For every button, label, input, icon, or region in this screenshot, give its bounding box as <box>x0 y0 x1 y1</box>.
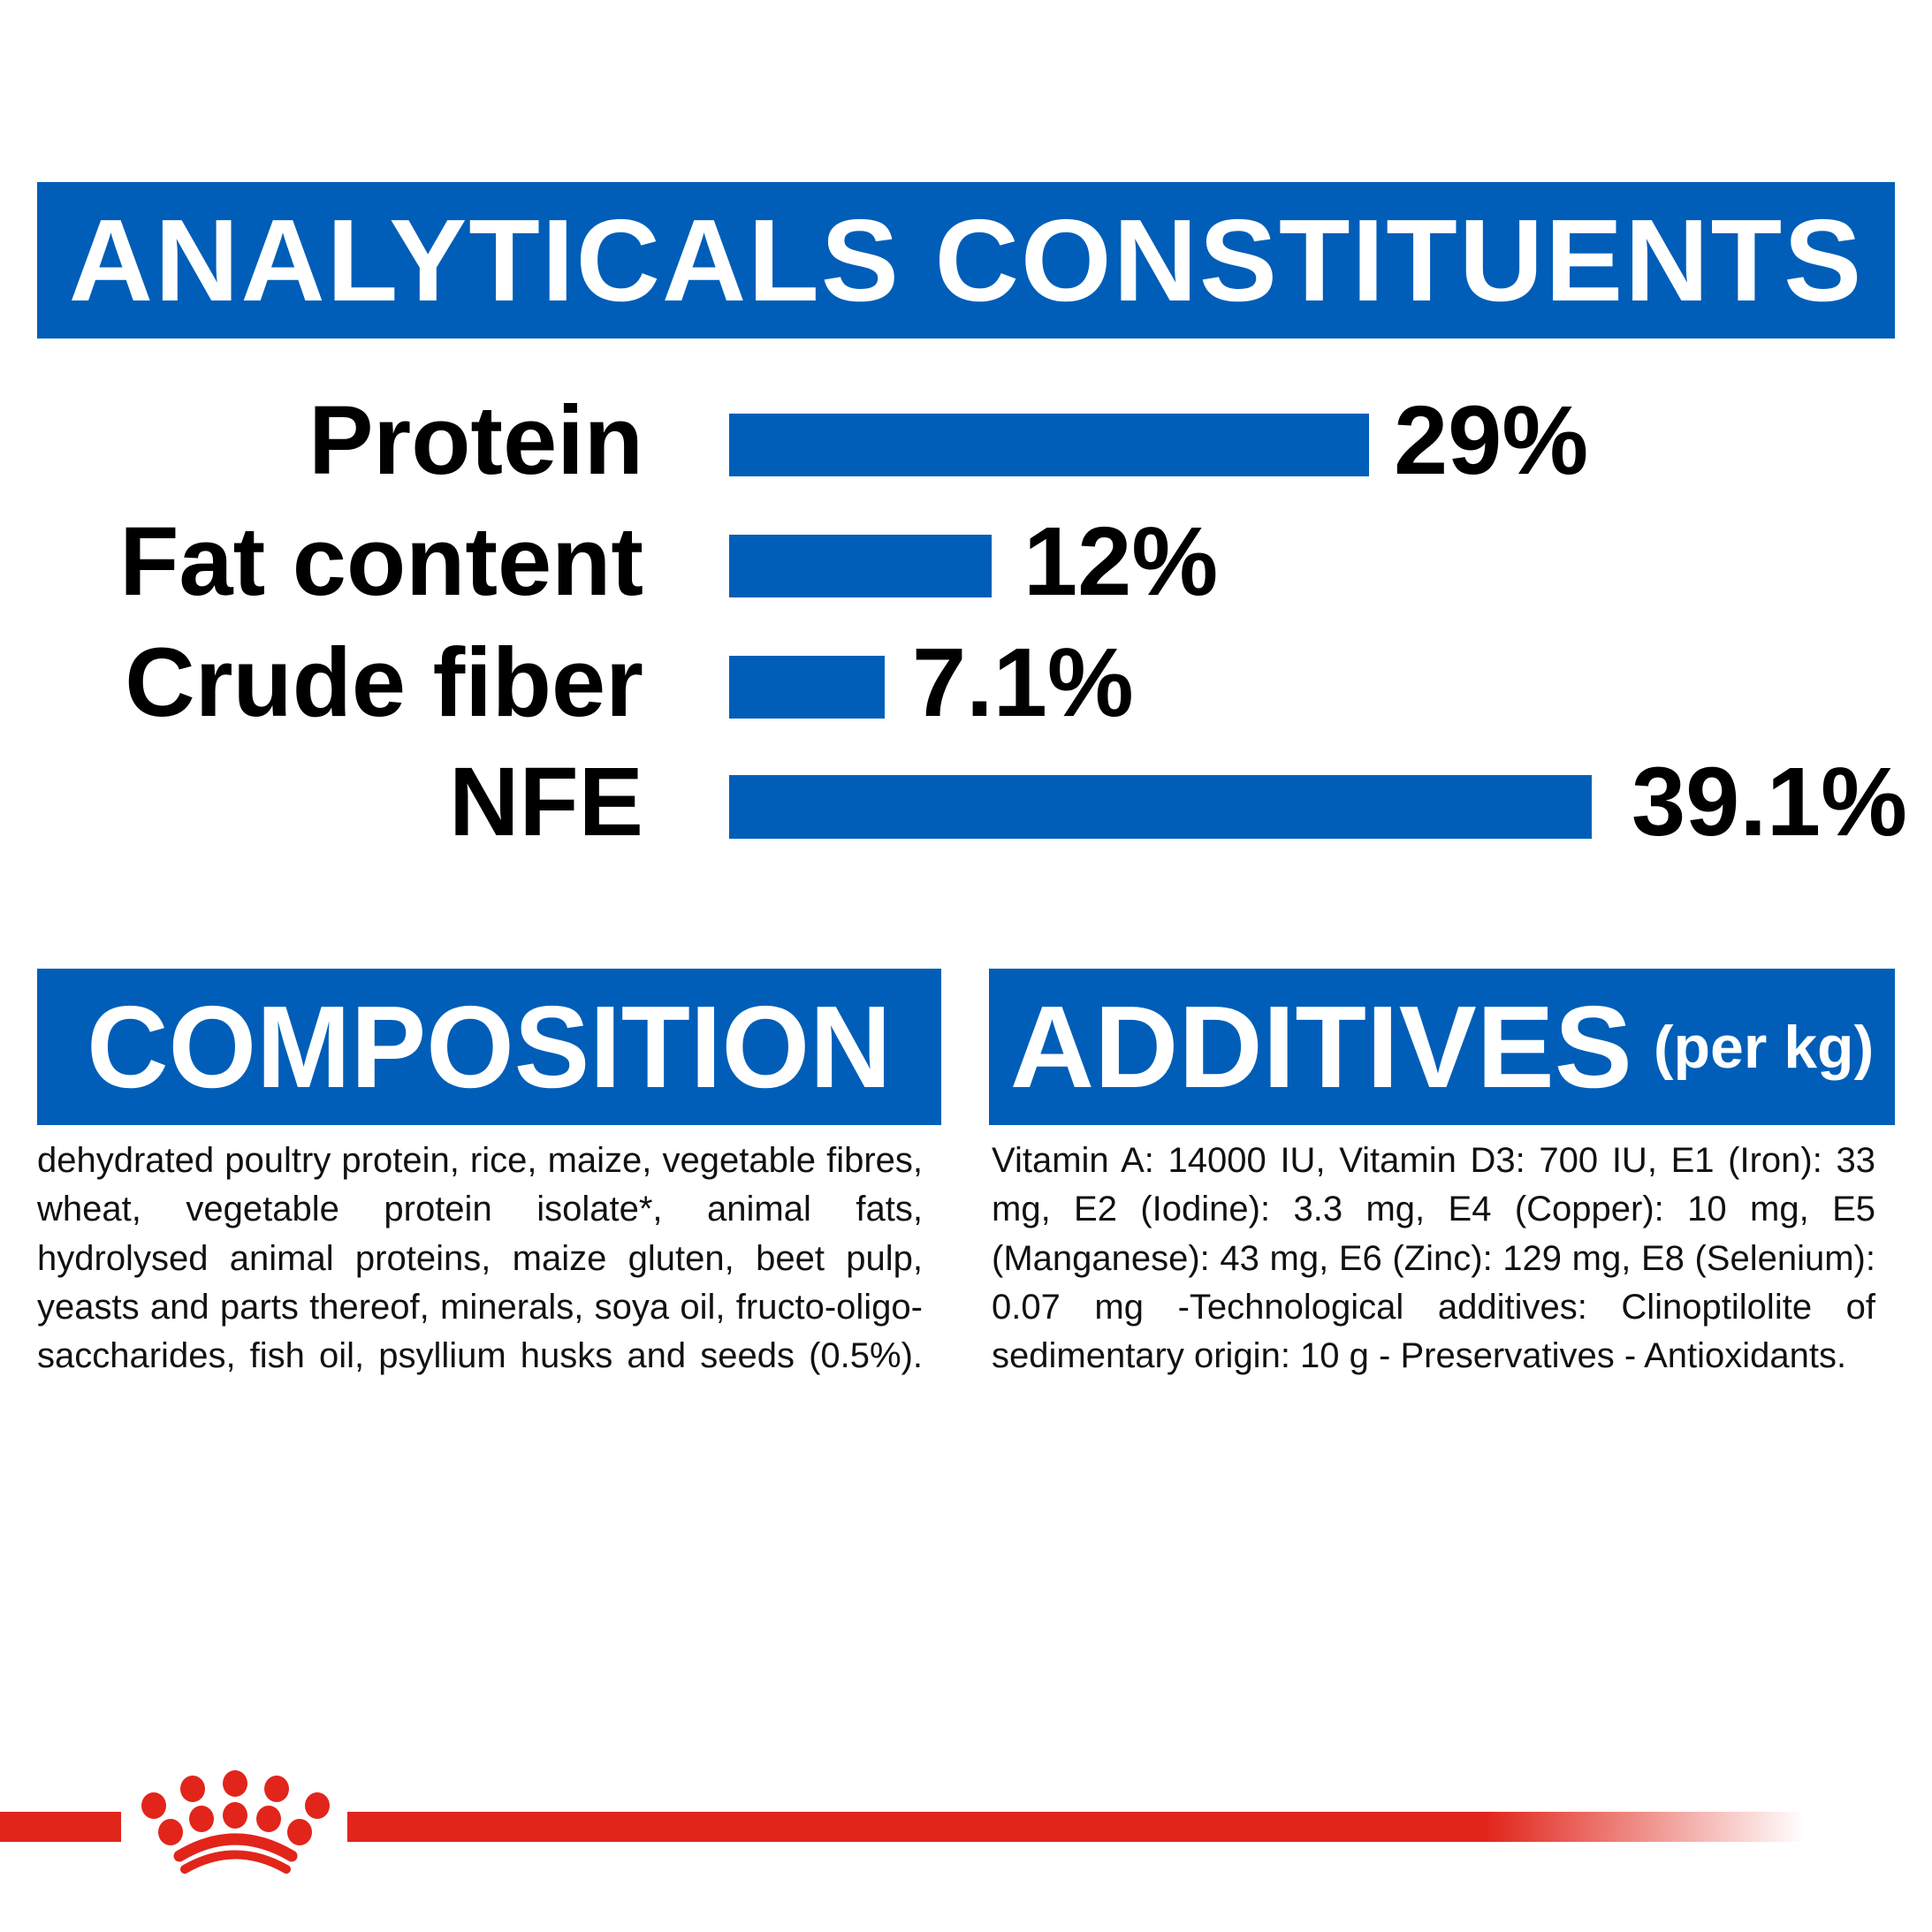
value-protein: 29% <box>1394 386 1589 495</box>
footer-red-line-right <box>347 1812 1806 1842</box>
bar-nfe <box>729 775 1592 839</box>
composition-title: COMPOSITION <box>87 982 892 1112</box>
value-fat-content: 12% <box>1023 507 1219 616</box>
additives-text-block: Vitamin A: 14000 IU, Vitamin D3: 700 IU,… <box>992 1137 1875 1381</box>
analytical-constituents-title: ANALYTICALS CONSTITUENTS <box>68 195 1864 325</box>
bar-protein <box>729 414 1369 476</box>
analytical-constituents-header: ANALYTICALS CONSTITUENTS <box>37 182 1895 338</box>
composition-ingredients: dehydrated poultry protein, rice, maize,… <box>37 1141 923 1376</box>
bar-crude-fiber <box>729 656 885 719</box>
value-crude-fiber: 7.1% <box>912 628 1134 737</box>
row-label-fat-content: Fat content <box>119 507 643 616</box>
additives-header: ADDITIVES (per kg) <box>989 969 1895 1125</box>
royal-canin-crown-icon <box>141 1770 330 1874</box>
composition-header: COMPOSITION <box>37 969 941 1125</box>
footer-red-line-left <box>0 1812 121 1842</box>
additives-title: ADDITIVES <box>1009 982 1632 1112</box>
value-nfe: 39.1% <box>1632 748 1907 856</box>
row-label-crude-fiber: Crude fiber <box>125 628 643 737</box>
row-label-protein: Protein <box>308 386 643 495</box>
additives-list: Vitamin A: 14000 IU, Vitamin D3: 700 IU,… <box>992 1141 1875 1376</box>
additives-unit: (per kg) <box>1653 1013 1875 1081</box>
row-label-nfe: NFE <box>449 748 643 856</box>
composition-text-block: dehydrated poultry protein, rice, maize,… <box>37 1137 923 1381</box>
bar-fat-content <box>729 535 992 597</box>
